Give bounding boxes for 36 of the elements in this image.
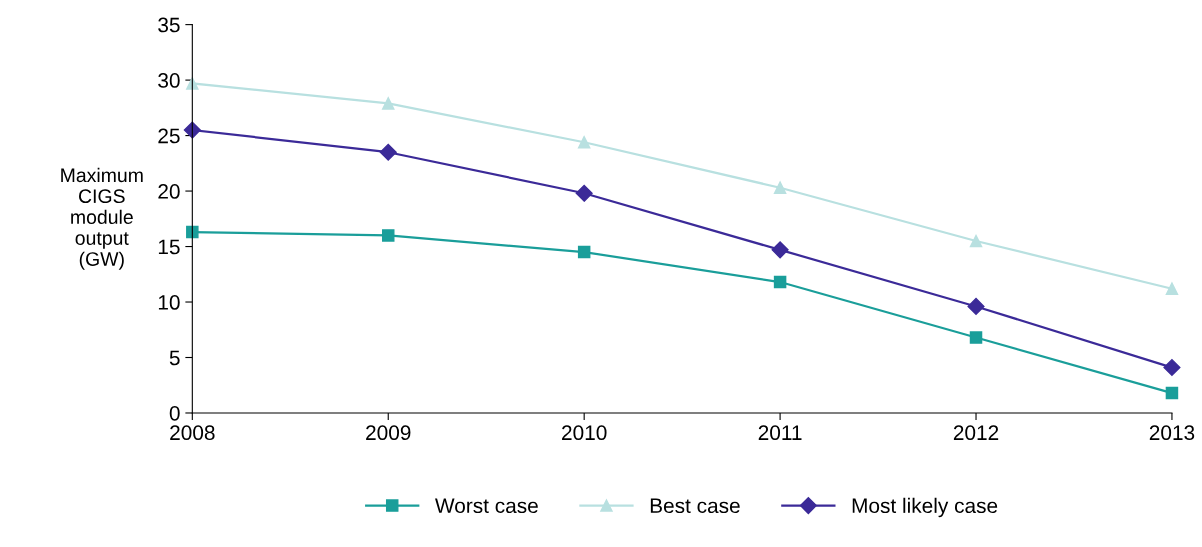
point	[577, 135, 591, 149]
y-tick-label: 20	[158, 184, 180, 199]
y-tick-label: 25	[158, 128, 180, 144]
x-tick-label: 2008	[170, 425, 215, 441]
point	[1165, 386, 1179, 400]
legend-label: Worst case	[435, 498, 538, 514]
y-tick-label: 0	[169, 405, 180, 421]
point	[186, 225, 199, 239]
point	[967, 297, 985, 316]
point	[773, 275, 787, 289]
x-tick-label: 2009	[366, 425, 411, 441]
point	[1163, 358, 1181, 377]
point	[1165, 282, 1179, 295]
y-tick-label: 35	[158, 17, 180, 33]
x-tick-label: 2010	[562, 425, 607, 441]
point	[577, 245, 591, 259]
y-axis-title: Maximum CIGS module output (GW)	[61, 167, 143, 270]
x-tick-label: 2013	[1149, 425, 1195, 441]
point	[379, 143, 397, 161]
x-tick-label: 2011	[758, 425, 802, 441]
x-tick-label: 2012	[953, 425, 999, 441]
point	[575, 184, 593, 202]
point	[773, 181, 787, 194]
point	[771, 241, 789, 259]
point	[183, 121, 201, 139]
point	[969, 331, 983, 344]
y-tick-label: 5	[169, 350, 180, 366]
point	[381, 229, 395, 242]
legend-label: Most likely case	[852, 497, 998, 518]
y-tick-label: 30	[158, 73, 180, 88]
y-tick-label: 15	[158, 239, 180, 255]
point	[186, 77, 199, 90]
y-tick-label: 10	[158, 295, 180, 310]
legend-label: Best case	[650, 498, 740, 514]
point	[969, 234, 983, 248]
point	[381, 97, 395, 110]
